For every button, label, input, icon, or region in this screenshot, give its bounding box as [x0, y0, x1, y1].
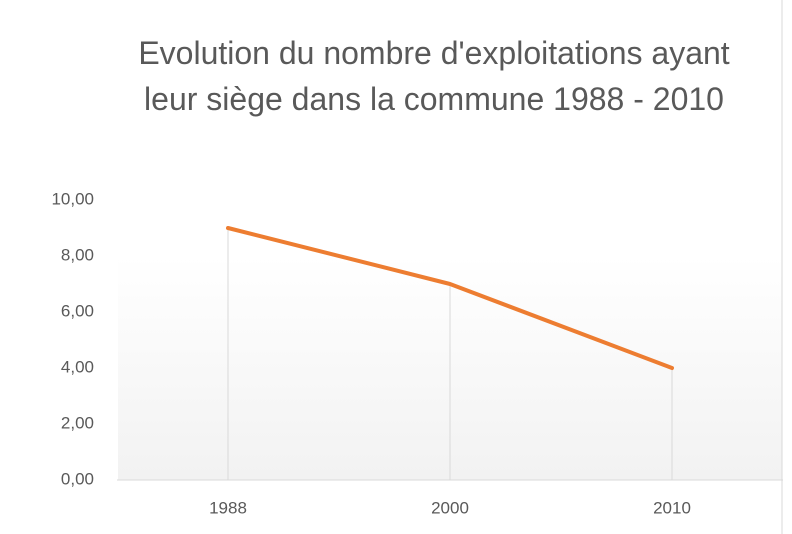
x-tick-label: 2010	[653, 498, 691, 517]
y-tick-label: 10,00	[51, 189, 94, 208]
y-tick-label: 0,00	[61, 469, 94, 488]
y-tick-label: 2,00	[61, 413, 94, 432]
chart-title: Evolution du nombre d'exploitations ayan…	[138, 35, 730, 117]
x-tick-label: 2000	[431, 498, 469, 517]
data-line	[226, 226, 674, 370]
y-tick-label: 4,00	[61, 357, 94, 376]
x-tick-label: 1988	[209, 498, 247, 517]
y-tick-label: 8,00	[61, 245, 94, 264]
y-tick-label: 6,00	[61, 301, 94, 320]
